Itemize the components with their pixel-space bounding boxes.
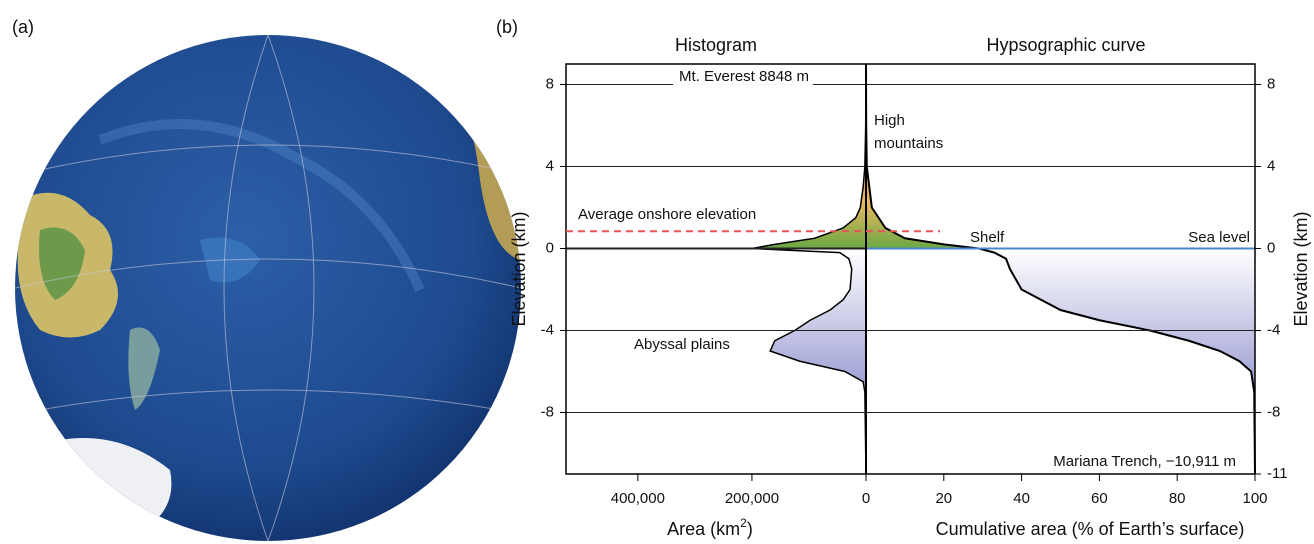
y-tick-label: 0 [1267,239,1275,256]
y-tick-label: 4 [1267,157,1275,174]
figure: (a) (b) Histogram Hypsographic curve Ele… [0,0,1314,544]
x-tick-label: 20 [935,490,952,507]
x-axis-label: Cumulative area (% of Earth’s surface) [936,519,1245,539]
land-area [866,67,979,248]
grid-layer [566,85,1255,413]
annotation: Sea level [1188,229,1250,246]
y-tick-label: 8 [546,75,554,92]
annotation: Average onshore elevation [578,206,756,223]
x-tick-label: 80 [1169,490,1186,507]
chart-title: Hypsographic curve [986,35,1145,55]
y-tick-label: 4 [546,157,554,174]
x-tick-label: 200,000 [725,490,779,507]
y-tick-label: -11 [1267,465,1288,482]
ocean-area [979,249,1255,475]
histogram-area [752,64,866,249]
y-tick-label: -8 [1267,403,1280,420]
y-tick-label: -4 [1267,321,1280,338]
y-tick-label: -4 [541,321,554,338]
annotation: Mt. Everest 8848 m [679,68,809,85]
annotation: Shelf [970,229,1005,246]
histogram-area [752,249,866,475]
x-tick-label: 100 [1242,490,1267,507]
annotation: Abyssal plains [634,336,730,353]
x-tick-label: 0 [862,490,870,507]
x-tick-label: 40 [1013,490,1030,507]
x-tick-label: 60 [1091,490,1108,507]
chart-title: Histogram [675,35,757,55]
annotation: High [874,112,905,129]
y-tick-label: 0 [546,239,554,256]
annotation: Mariana Trench, −10,911 m [1053,453,1236,470]
panel-label: (a) [12,17,34,37]
panel-label: (b) [496,17,518,37]
x-axis-label: Area (km2) [667,516,753,539]
y-tick-label: 8 [1267,75,1275,92]
y-axis-label: Elevation (km) [1291,211,1311,326]
y-tick-label: -8 [541,403,554,420]
y-axis-label: Elevation (km) [509,211,529,326]
annotation: mountains [874,135,943,152]
x-tick-label: 400,000 [611,490,665,507]
globe [15,35,530,541]
